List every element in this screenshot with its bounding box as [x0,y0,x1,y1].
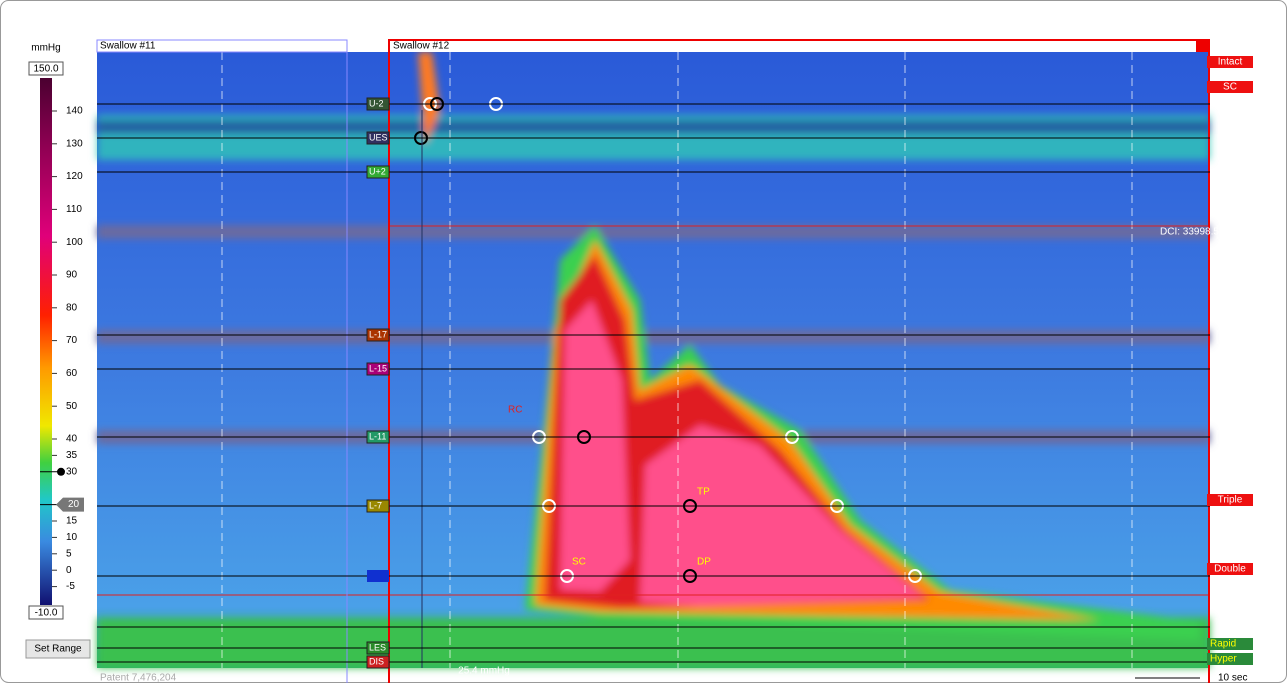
color-bar [40,78,52,605]
classification-label: Hyper [1210,654,1237,665]
sensor-label: L-7 [369,500,382,510]
scale-tick-label: 90 [66,270,78,281]
manometry-window: mmHg 150.0 -10.0 Set Range Swallow #11 S… [0,0,1287,683]
upper-marker [57,468,65,476]
scale-unit: mmHg [31,43,60,54]
scale-tick-label: 5 [66,548,72,559]
scale-tick-label: 0 [66,565,72,576]
scale-tick-label: 80 [66,302,78,313]
swallow-11-label: Swallow #11 [100,41,156,52]
close-button[interactable] [1196,41,1208,52]
rc-label: RC [508,405,522,416]
scale-tick-label: 130 [66,138,83,149]
tp-label: TP [697,487,710,498]
scale-tick-label: 50 [66,401,78,412]
scale-tick-label: -5 [66,581,75,592]
sensor-label: LES [369,642,386,652]
scale-tick-label: 60 [66,368,78,379]
set-range-label: Set Range [34,644,82,655]
scale-tick-label: 100 [66,237,83,248]
sensor-label: U+2 [369,166,386,176]
scale-tick-label: 10 [66,532,78,543]
lower-marker-label: 20 [68,499,80,510]
classification-label: Triple [1218,495,1243,506]
dci-label: DCI: 33998.5 [1160,227,1219,238]
scale-min: -10.0 [35,608,58,619]
sensor-tag [367,570,389,582]
irp-label: 25.4 mmHg [458,666,510,677]
time-scale-label: 10 sec [1218,673,1247,683]
sensor-label: L-15 [369,363,387,373]
scale-max: 150.0 [33,64,58,75]
scale-tick-label: 110 [66,204,82,215]
classification-label: Intact [1218,57,1243,68]
scale-tick-label: 140 [66,106,83,117]
swallow-12-header [390,41,1208,52]
manometry-view: mmHg 150.0 -10.0 Set Range Swallow #11 S… [0,0,1287,683]
sensor-label: L-11 [369,431,386,441]
scale-tick-label: 15 [66,516,78,527]
sensor-label: L-17 [369,329,387,339]
classification-label: SC [1223,82,1237,93]
sc-label: SC [572,557,586,568]
sensor-label: UES [369,132,388,142]
scale-tick-label: 40 [66,434,78,445]
sensor-label: U-2 [369,98,384,108]
swallow-12-label: Swallow #12 [393,41,450,52]
patent-label: Patent 7,476,204 [100,673,177,683]
upper-marker-label: 30 [66,466,78,477]
scale-tick-label: 70 [66,335,78,346]
scale-tick-label: 120 [66,171,83,182]
classification-label: Double [1214,564,1246,575]
sensor-label: DIS [369,656,384,666]
scale-tick-label: 35 [66,450,78,461]
dp-label: DP [697,557,711,568]
classification-label: Rapid [1210,639,1236,650]
